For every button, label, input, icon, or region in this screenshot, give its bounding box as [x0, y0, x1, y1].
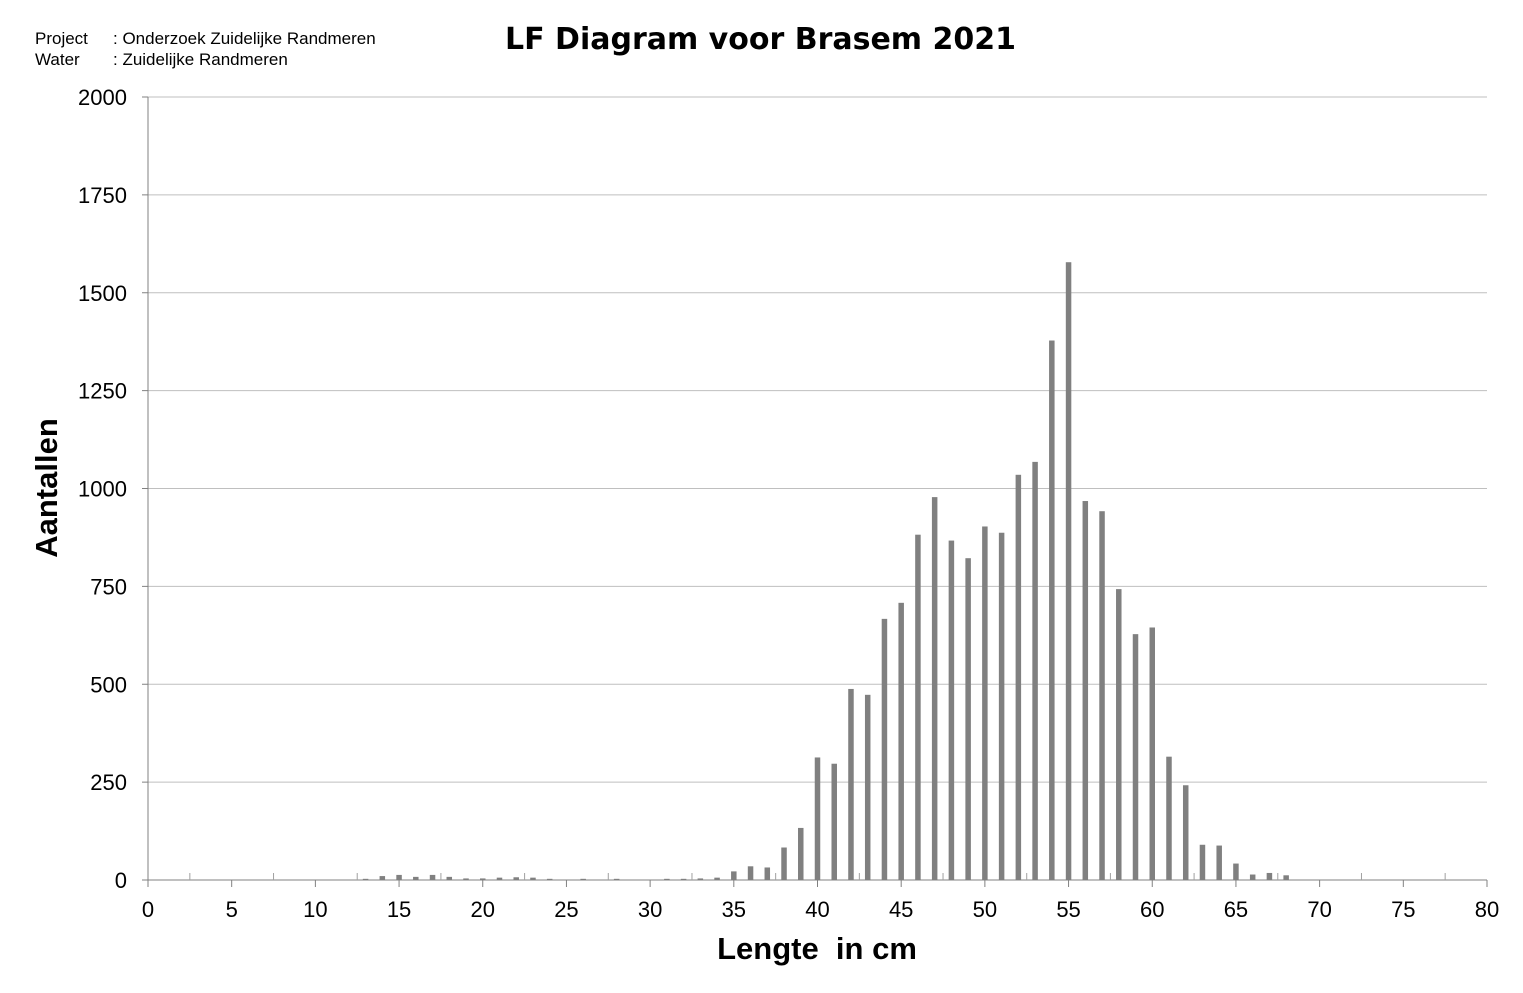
bar — [362, 878, 369, 880]
y-tick-label: 250 — [90, 770, 127, 795]
x-tick-label: 65 — [1224, 897, 1248, 922]
y-tick-label: 1750 — [78, 183, 127, 208]
bar — [848, 688, 854, 880]
bar — [915, 534, 921, 880]
project-row: Project : Onderzoek Zuidelijke Randmeren — [35, 28, 376, 49]
y-tick-label: 1250 — [78, 379, 127, 404]
bar — [1099, 511, 1105, 880]
x-tick-label: 50 — [973, 897, 997, 922]
chart-title: LF Diagram voor Brasem 2021 — [504, 22, 1017, 57]
x-tick-label: 0 — [142, 897, 154, 922]
bar — [1132, 634, 1139, 880]
y-tick-label: 750 — [90, 574, 127, 599]
y-tick-label: 2000 — [78, 85, 127, 110]
water-label: Water — [35, 50, 80, 69]
bar — [814, 757, 821, 880]
x-tick-label: 45 — [889, 897, 913, 922]
bar — [396, 874, 402, 880]
y-tick-label: 0 — [115, 868, 127, 893]
x-tick-label: 55 — [1056, 897, 1080, 922]
bars — [362, 262, 1289, 880]
bar — [1283, 875, 1289, 880]
bar — [1015, 474, 1022, 880]
chart-title-wrap: LF Diagram voor Brasem 2021 — [0, 22, 1523, 57]
x-tick-label: 60 — [1140, 897, 1164, 922]
bar — [714, 877, 720, 880]
bar — [948, 540, 955, 880]
water-value: : Zuidelijke Randmeren — [113, 50, 288, 69]
bar — [379, 876, 386, 880]
water-row: Water : Zuidelijke Randmeren — [35, 49, 376, 70]
x-tick-label: 80 — [1475, 897, 1499, 922]
bar — [898, 602, 904, 880]
bar — [546, 878, 553, 880]
bar — [1249, 874, 1256, 880]
bar — [1082, 501, 1089, 880]
x-tick-label: 70 — [1307, 897, 1331, 922]
bar — [463, 878, 469, 880]
x-axis-title: Lengte in cm — [717, 931, 917, 966]
x-tick-label: 20 — [471, 897, 495, 922]
bar — [1216, 845, 1222, 880]
project-value: : Onderzoek Zuidelijke Randmeren — [113, 29, 376, 48]
bar — [1199, 844, 1206, 880]
x-tick-label: 25 — [554, 897, 578, 922]
y-tick-label: 500 — [90, 672, 127, 697]
bar — [480, 878, 486, 880]
x-tick-labels: 0 5 10 15 20 25 30 35 40 45 50 55 60 65 70 75 80 — [142, 897, 1499, 922]
bar — [998, 532, 1005, 880]
y-tick-label: 1500 — [78, 281, 127, 306]
bar — [496, 877, 503, 880]
x-tick-label: 35 — [722, 897, 746, 922]
bar — [1233, 863, 1239, 880]
bar — [664, 878, 670, 880]
bar — [530, 877, 536, 880]
bar — [1266, 872, 1273, 880]
x-tick-label: 15 — [387, 897, 411, 922]
bar — [781, 847, 787, 880]
bar — [613, 878, 620, 880]
bar — [798, 827, 804, 880]
x-tick-label: 40 — [805, 897, 829, 922]
project-label: Project — [35, 29, 88, 48]
bar — [1182, 785, 1189, 880]
bar — [731, 871, 737, 880]
bar — [1049, 340, 1055, 880]
bar — [1166, 756, 1172, 880]
x-tick-label: 5 — [226, 897, 238, 922]
x-tick-label: 75 — [1391, 897, 1415, 922]
bar — [1149, 627, 1155, 880]
bar — [747, 866, 754, 880]
bar — [982, 526, 988, 880]
bar — [831, 763, 837, 880]
bar — [697, 878, 704, 880]
bar — [446, 876, 453, 880]
y-axis-title: Aantallen — [29, 418, 64, 558]
bar — [513, 877, 519, 880]
y-tick-label: 1000 — [78, 477, 127, 502]
axes — [142, 96, 1488, 887]
bar — [429, 874, 436, 880]
bar — [1032, 461, 1038, 880]
bar — [864, 694, 871, 880]
bar — [413, 876, 419, 880]
gridlines — [148, 96, 1487, 783]
x-tick-label: 30 — [638, 897, 662, 922]
bar — [680, 878, 687, 880]
x-tick-label: 10 — [303, 897, 327, 922]
bar — [965, 558, 971, 880]
bar — [931, 497, 938, 880]
bar — [764, 867, 771, 880]
y-tick-labels: 0 250 500 750 1000 1250 1500 1750 2000 — [78, 85, 127, 893]
chart-metadata: Project : Onderzoek Zuidelijke Randmeren… — [35, 28, 376, 70]
bar — [881, 618, 888, 880]
bar — [580, 878, 586, 880]
bar — [1065, 262, 1072, 880]
bar — [1116, 589, 1122, 880]
